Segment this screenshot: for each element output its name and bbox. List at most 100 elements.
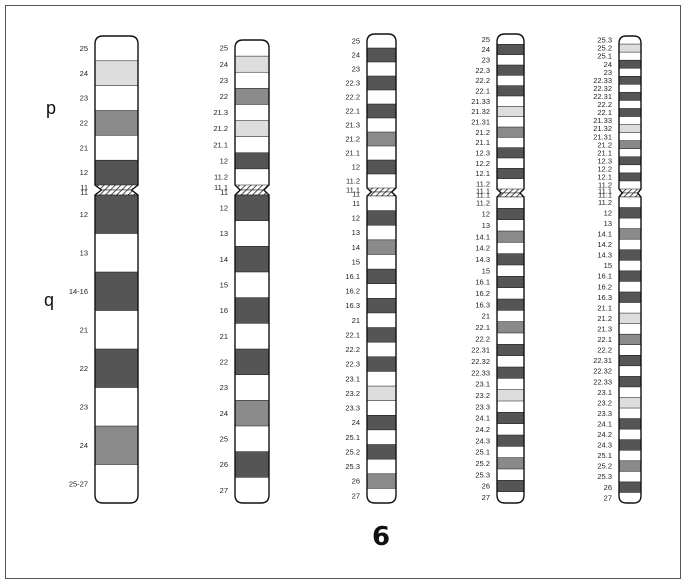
band-p22.1 — [367, 103, 396, 119]
band-q22 — [235, 348, 269, 376]
band-label: 25 — [482, 35, 490, 44]
band-q25.3 — [619, 471, 641, 483]
band-q12 — [367, 210, 396, 226]
band-q23.2 — [367, 385, 396, 402]
band-label: 16.1 — [345, 272, 360, 281]
band-p22.2 — [367, 89, 396, 105]
band-label: 16.2 — [475, 289, 490, 298]
band-p21.2 — [619, 140, 641, 150]
band-label: 23.1 — [475, 380, 490, 389]
q-arm-label: q — [44, 290, 54, 310]
band-label: 24 — [604, 60, 612, 69]
band-label: 26 — [352, 477, 360, 486]
band-q25.1 — [367, 429, 396, 446]
band-p22 — [95, 110, 138, 136]
band-label: 12.1 — [597, 173, 612, 182]
band-label: 14.1 — [475, 232, 490, 241]
band-q23.3 — [619, 407, 641, 420]
band-p12.3 — [497, 147, 524, 159]
band-q16.1 — [497, 276, 524, 289]
band-q22.2 — [619, 344, 641, 356]
band-q23.3 — [367, 400, 396, 416]
band-label: 22.33 — [471, 368, 490, 377]
band-label: 23.3 — [597, 409, 612, 418]
band-q24 — [367, 415, 396, 431]
band-q13 — [95, 233, 138, 273]
band-label: 22.33 — [593, 76, 612, 85]
band-q23.1 — [367, 371, 396, 387]
band-label: 23 — [220, 383, 228, 392]
band-label: 21.2 — [345, 135, 360, 144]
band-q23 — [235, 374, 269, 401]
band-p22 — [235, 88, 269, 105]
band-label: 22.1 — [597, 335, 612, 344]
band-q13 — [235, 220, 269, 247]
band-label: 21.3 — [213, 108, 228, 117]
band-label: 23.2 — [475, 391, 490, 400]
band-q12 — [95, 194, 138, 235]
band-p24 — [367, 47, 396, 63]
band-p25.2 — [619, 43, 641, 53]
band-label: 25.2 — [345, 447, 360, 456]
band-q27 — [619, 492, 641, 503]
band-label: 11.1 — [214, 183, 228, 192]
band-p22.2 — [497, 75, 524, 87]
band-label: 26 — [220, 460, 228, 469]
band-q24.1 — [497, 412, 524, 425]
band-label: 22 — [80, 119, 88, 128]
band-p21.31 — [619, 132, 641, 142]
band-q21 — [235, 323, 269, 350]
band-label: 22 — [80, 364, 88, 373]
band-q22.31 — [497, 344, 524, 357]
band-q23.3 — [497, 400, 524, 413]
band-q22 — [95, 348, 138, 389]
band-label: 12 — [352, 163, 360, 172]
band-p12 — [235, 152, 269, 170]
band-label: 23 — [80, 402, 88, 411]
band-q14.2 — [497, 242, 524, 255]
band-label: 25.2 — [597, 462, 612, 471]
band-q25.2 — [367, 444, 396, 460]
band-label: 15 — [352, 257, 360, 266]
band-label: 23 — [604, 68, 612, 77]
band-label: 21.2 — [597, 314, 612, 323]
band-p21.33 — [497, 95, 524, 107]
band-q22.32 — [497, 355, 524, 368]
band-q12 — [497, 208, 524, 221]
band-q21 — [497, 310, 524, 323]
band-q16.1 — [619, 270, 641, 282]
band-p21.32 — [619, 124, 641, 134]
band-q24 — [235, 400, 269, 427]
band-p21.31 — [497, 116, 524, 128]
band-label: 22 — [220, 357, 228, 366]
band-q24.2 — [497, 423, 524, 436]
band-label: 14.1 — [597, 230, 612, 239]
chromosome-number-label: 6 — [372, 522, 390, 552]
band-p22.1 — [619, 108, 641, 118]
band-q22.33 — [619, 376, 641, 388]
chromosome-outline — [234, 39, 270, 504]
band-p22.3 — [367, 75, 396, 91]
band-p12.2 — [497, 157, 524, 169]
ideogram-column-3: 25 24 23 22.3 22.2 22.1 21.3 21.2 21.1 12 11.211.1… — [345, 33, 397, 504]
band-label: 16.1 — [597, 272, 612, 281]
band-label: 25 — [220, 44, 228, 53]
band-label: 22.33 — [593, 377, 612, 386]
band-label: 12 — [604, 208, 612, 217]
band-label: 12.3 — [597, 156, 612, 165]
band-p21.3 — [235, 104, 269, 122]
band-p21.1 — [235, 136, 269, 154]
band-label: 24.3 — [475, 436, 490, 445]
band-label: 16.3 — [345, 301, 360, 310]
band-label: 21.1 — [345, 149, 360, 158]
band-q27 — [497, 491, 524, 503]
band-label: 11.1 — [598, 191, 612, 200]
band-label: 21.1 — [213, 140, 228, 149]
band-label: 14.2 — [475, 244, 490, 253]
ideogram-column-2: 25 24 23 22 21.3 21.2 21.1 12 11.211.111 12 13 14 15… — [213, 39, 270, 504]
band-p22.3 — [497, 64, 524, 76]
band-label: 11.1 — [598, 187, 612, 196]
band-label: 22.3 — [345, 360, 360, 369]
band-label: 24.1 — [597, 419, 612, 428]
